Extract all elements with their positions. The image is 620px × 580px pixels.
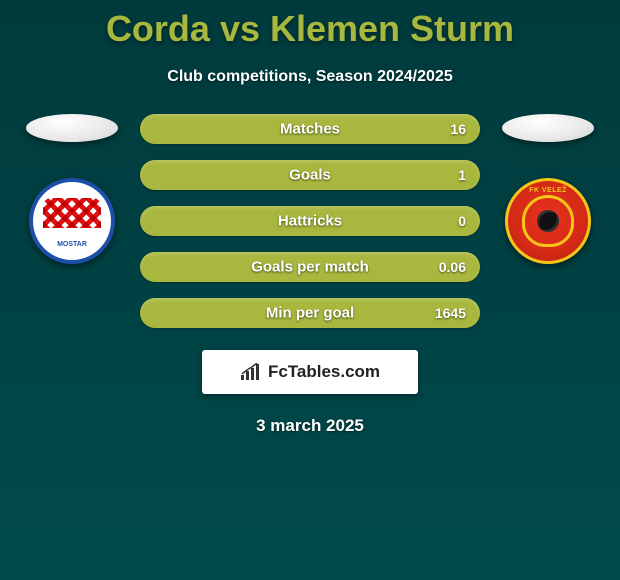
stat-label: Hattricks — [278, 213, 342, 230]
left-club-subtext: MOSTAR — [43, 241, 101, 248]
stat-label: Min per goal — [266, 305, 354, 322]
date-label: 3 march 2025 — [0, 416, 620, 436]
football-icon — [537, 210, 559, 232]
stat-label: Matches — [280, 121, 340, 138]
page-title: Corda vs Klemen Sturm — [0, 0, 620, 50]
stat-value: 0 — [458, 213, 466, 229]
stat-row-min-per-goal: Min per goal 1645 — [140, 298, 480, 328]
left-club-badge: MOSTAR — [29, 178, 115, 264]
stat-value: 16 — [450, 121, 466, 137]
stat-value: 0.06 — [439, 259, 466, 275]
right-player-placeholder — [502, 114, 594, 142]
stat-row-matches: Matches 16 — [140, 114, 480, 144]
stat-label: Goals per match — [251, 259, 369, 276]
brand-label: FcTables.com — [268, 362, 380, 382]
stat-value: 1645 — [435, 305, 466, 321]
stat-row-goals-per-match: Goals per match 0.06 — [140, 252, 480, 282]
left-player-col: MOSTAR — [22, 114, 122, 264]
brand-box[interactable]: FcTables.com — [202, 350, 418, 394]
stats-column: Matches 16 Goals 1 Hattricks 0 Goals per… — [140, 114, 480, 328]
right-club-badge: FK VELEŽ — [505, 178, 591, 264]
checker-pattern-icon — [43, 198, 101, 228]
left-player-placeholder — [26, 114, 118, 142]
subtitle: Club competitions, Season 2024/2025 — [0, 68, 620, 86]
shield-icon — [522, 195, 574, 247]
right-player-col: FK VELEŽ — [498, 114, 598, 264]
stat-label: Goals — [289, 167, 331, 184]
right-club-text: FK VELEŽ — [529, 187, 567, 194]
stat-row-hattricks: Hattricks 0 — [140, 206, 480, 236]
stat-row-goals: Goals 1 — [140, 160, 480, 190]
bar-chart-icon — [240, 363, 262, 381]
stat-value: 1 — [458, 167, 466, 183]
comparison-row: MOSTAR Matches 16 Goals 1 Hattricks 0 Go… — [0, 114, 620, 328]
